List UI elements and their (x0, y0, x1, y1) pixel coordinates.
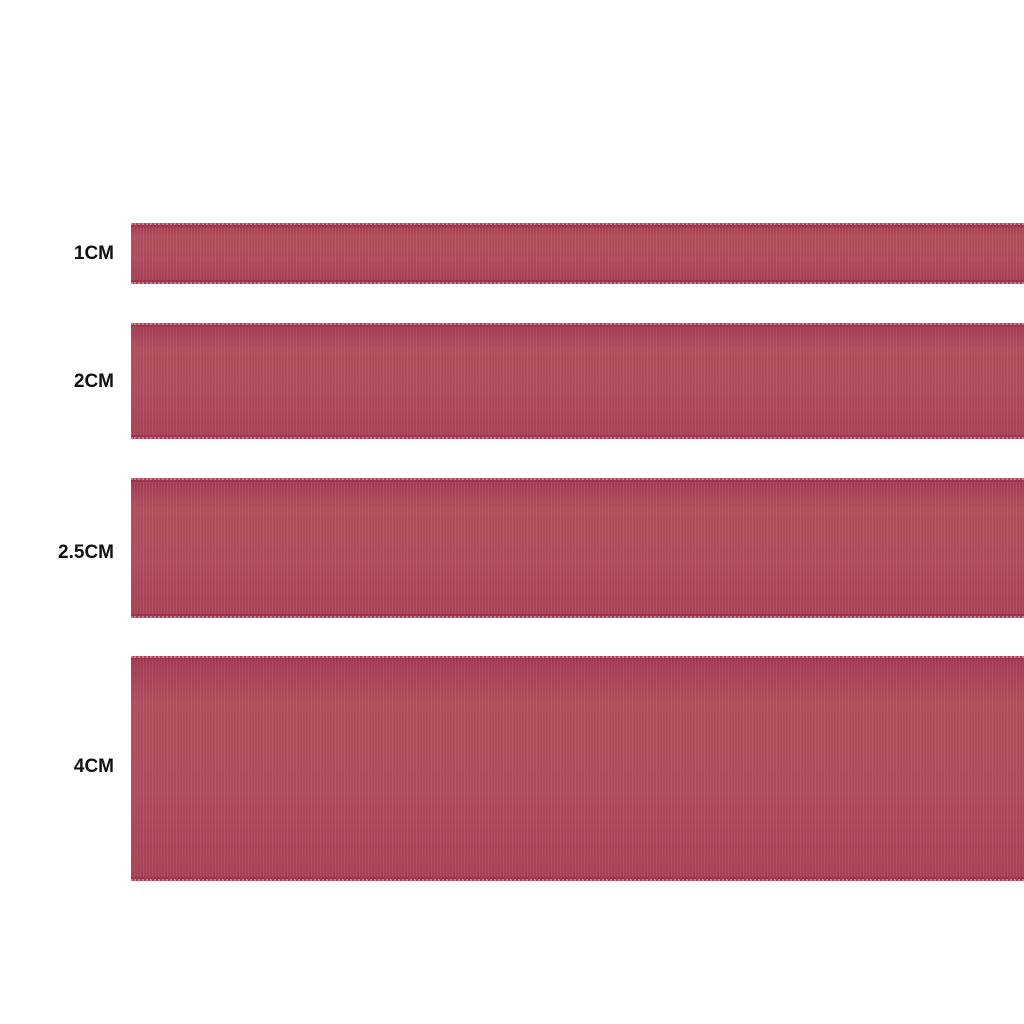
ribbon-label-4cm: 4CM (73, 756, 114, 777)
ribbon-4cm (131, 656, 1024, 881)
ribbon-label-1cm: 1CM (73, 243, 114, 264)
ribbon-label-2-5cm: 2.5CM (58, 542, 114, 563)
ribbon-label-2cm: 2CM (73, 371, 114, 392)
ribbon-2cm (131, 323, 1024, 439)
ribbon-2-5cm (131, 478, 1024, 618)
ribbon-1cm (131, 223, 1024, 284)
